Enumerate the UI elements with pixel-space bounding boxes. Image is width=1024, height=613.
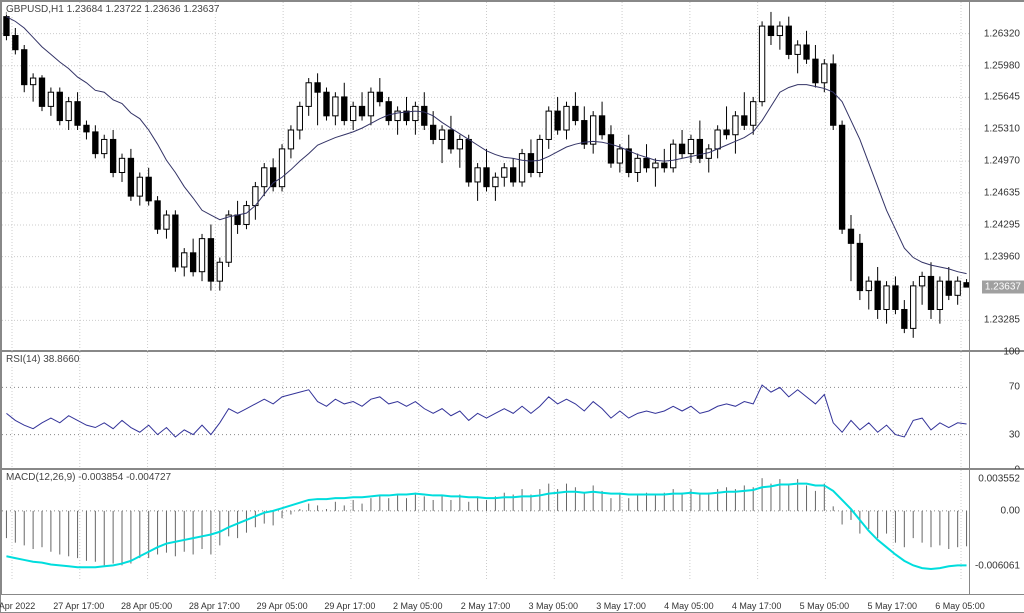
price-y-label: 1.26320 xyxy=(984,28,1020,39)
price-y-label: 1.23637 xyxy=(982,281,1024,294)
macd-y-axis: 0.003552 0.00 -0.006061 xyxy=(969,470,1024,595)
x-axis-label: 5 May 05:00 xyxy=(800,601,850,611)
price-panel[interactable]: GBPUSD,H1 1.23684 1.23722 1.23636 1.2363… xyxy=(1,1,1024,351)
rsi-panel-title: RSI(14) 38.8660 xyxy=(6,354,79,365)
x-axis-label: 28 Apr 05:00 xyxy=(121,601,172,611)
price-y-axis: 1.26320 1.25980 1.25645 1.25310 1.24970 1.246… xyxy=(969,2,1024,350)
macd-plot-area[interactable] xyxy=(2,470,969,595)
rsi-y-axis: 03070100 xyxy=(969,352,1024,468)
x-axis-label: 5 May 17:00 xyxy=(867,601,917,611)
x-axis-label: 27 Apr 17:00 xyxy=(53,601,104,611)
rsi-panel[interactable]: RSI(14) 38.8660 03070100 xyxy=(1,351,1024,469)
rsi-y-label: 30 xyxy=(1009,429,1020,440)
price-y-label: 1.25980 xyxy=(984,60,1020,71)
price-y-label: 1.23960 xyxy=(984,251,1020,262)
rsi-svg xyxy=(2,352,971,470)
x-axis-label: 6 May 05:00 xyxy=(935,601,985,611)
price-y-label: 1.25310 xyxy=(984,124,1020,135)
price-svg xyxy=(2,2,971,352)
macd-y-label: 0.003552 xyxy=(978,473,1020,484)
rsi-plot-area[interactable] xyxy=(2,352,969,468)
x-axis-label: 3 May 17:00 xyxy=(596,601,646,611)
price-y-label: 1.23285 xyxy=(984,315,1020,326)
macd-y-label: -0.006061 xyxy=(975,560,1020,571)
price-y-label: 1.24970 xyxy=(984,156,1020,167)
price-y-label: 1.25645 xyxy=(984,92,1020,103)
price-panel-title: GBPUSD,H1 1.23684 1.23722 1.23636 1.2363… xyxy=(6,4,220,15)
price-y-label: 1.24295 xyxy=(984,219,1020,230)
x-axis-label: 29 Apr 17:00 xyxy=(324,601,375,611)
x-axis-label: 28 Apr 17:00 xyxy=(189,601,240,611)
macd-y-label: 0.00 xyxy=(1001,505,1020,516)
macd-svg xyxy=(2,470,971,597)
x-axis-label: 4 May 17:00 xyxy=(732,601,782,611)
chart-container: GBPUSD,H1 1.23684 1.23722 1.23636 1.2363… xyxy=(0,0,1024,613)
macd-panel[interactable]: MACD(12,26,9) -0.003854 -0.004727 0.0035… xyxy=(1,469,1024,596)
x-axis-label: 4 May 05:00 xyxy=(664,601,714,611)
x-axis-label: 27 Apr 2022 xyxy=(0,601,35,611)
x-axis: 27 Apr 2022 27 Apr 17:00 28 Apr 05:00 28 Ap… xyxy=(1,594,1024,612)
rsi-y-label: 70 xyxy=(1009,382,1020,393)
x-axis-label: 29 Apr 05:00 xyxy=(257,601,308,611)
x-axis-label: 2 May 05:00 xyxy=(393,601,443,611)
price-y-label: 1.24635 xyxy=(984,187,1020,198)
rsi-y-label: 100 xyxy=(1003,347,1020,358)
x-axis-label: 3 May 05:00 xyxy=(529,601,579,611)
price-plot-area[interactable] xyxy=(2,2,969,350)
macd-panel-title: MACD(12,26,9) -0.003854 -0.004727 xyxy=(6,472,171,483)
x-axis-label: 2 May 17:00 xyxy=(461,601,511,611)
